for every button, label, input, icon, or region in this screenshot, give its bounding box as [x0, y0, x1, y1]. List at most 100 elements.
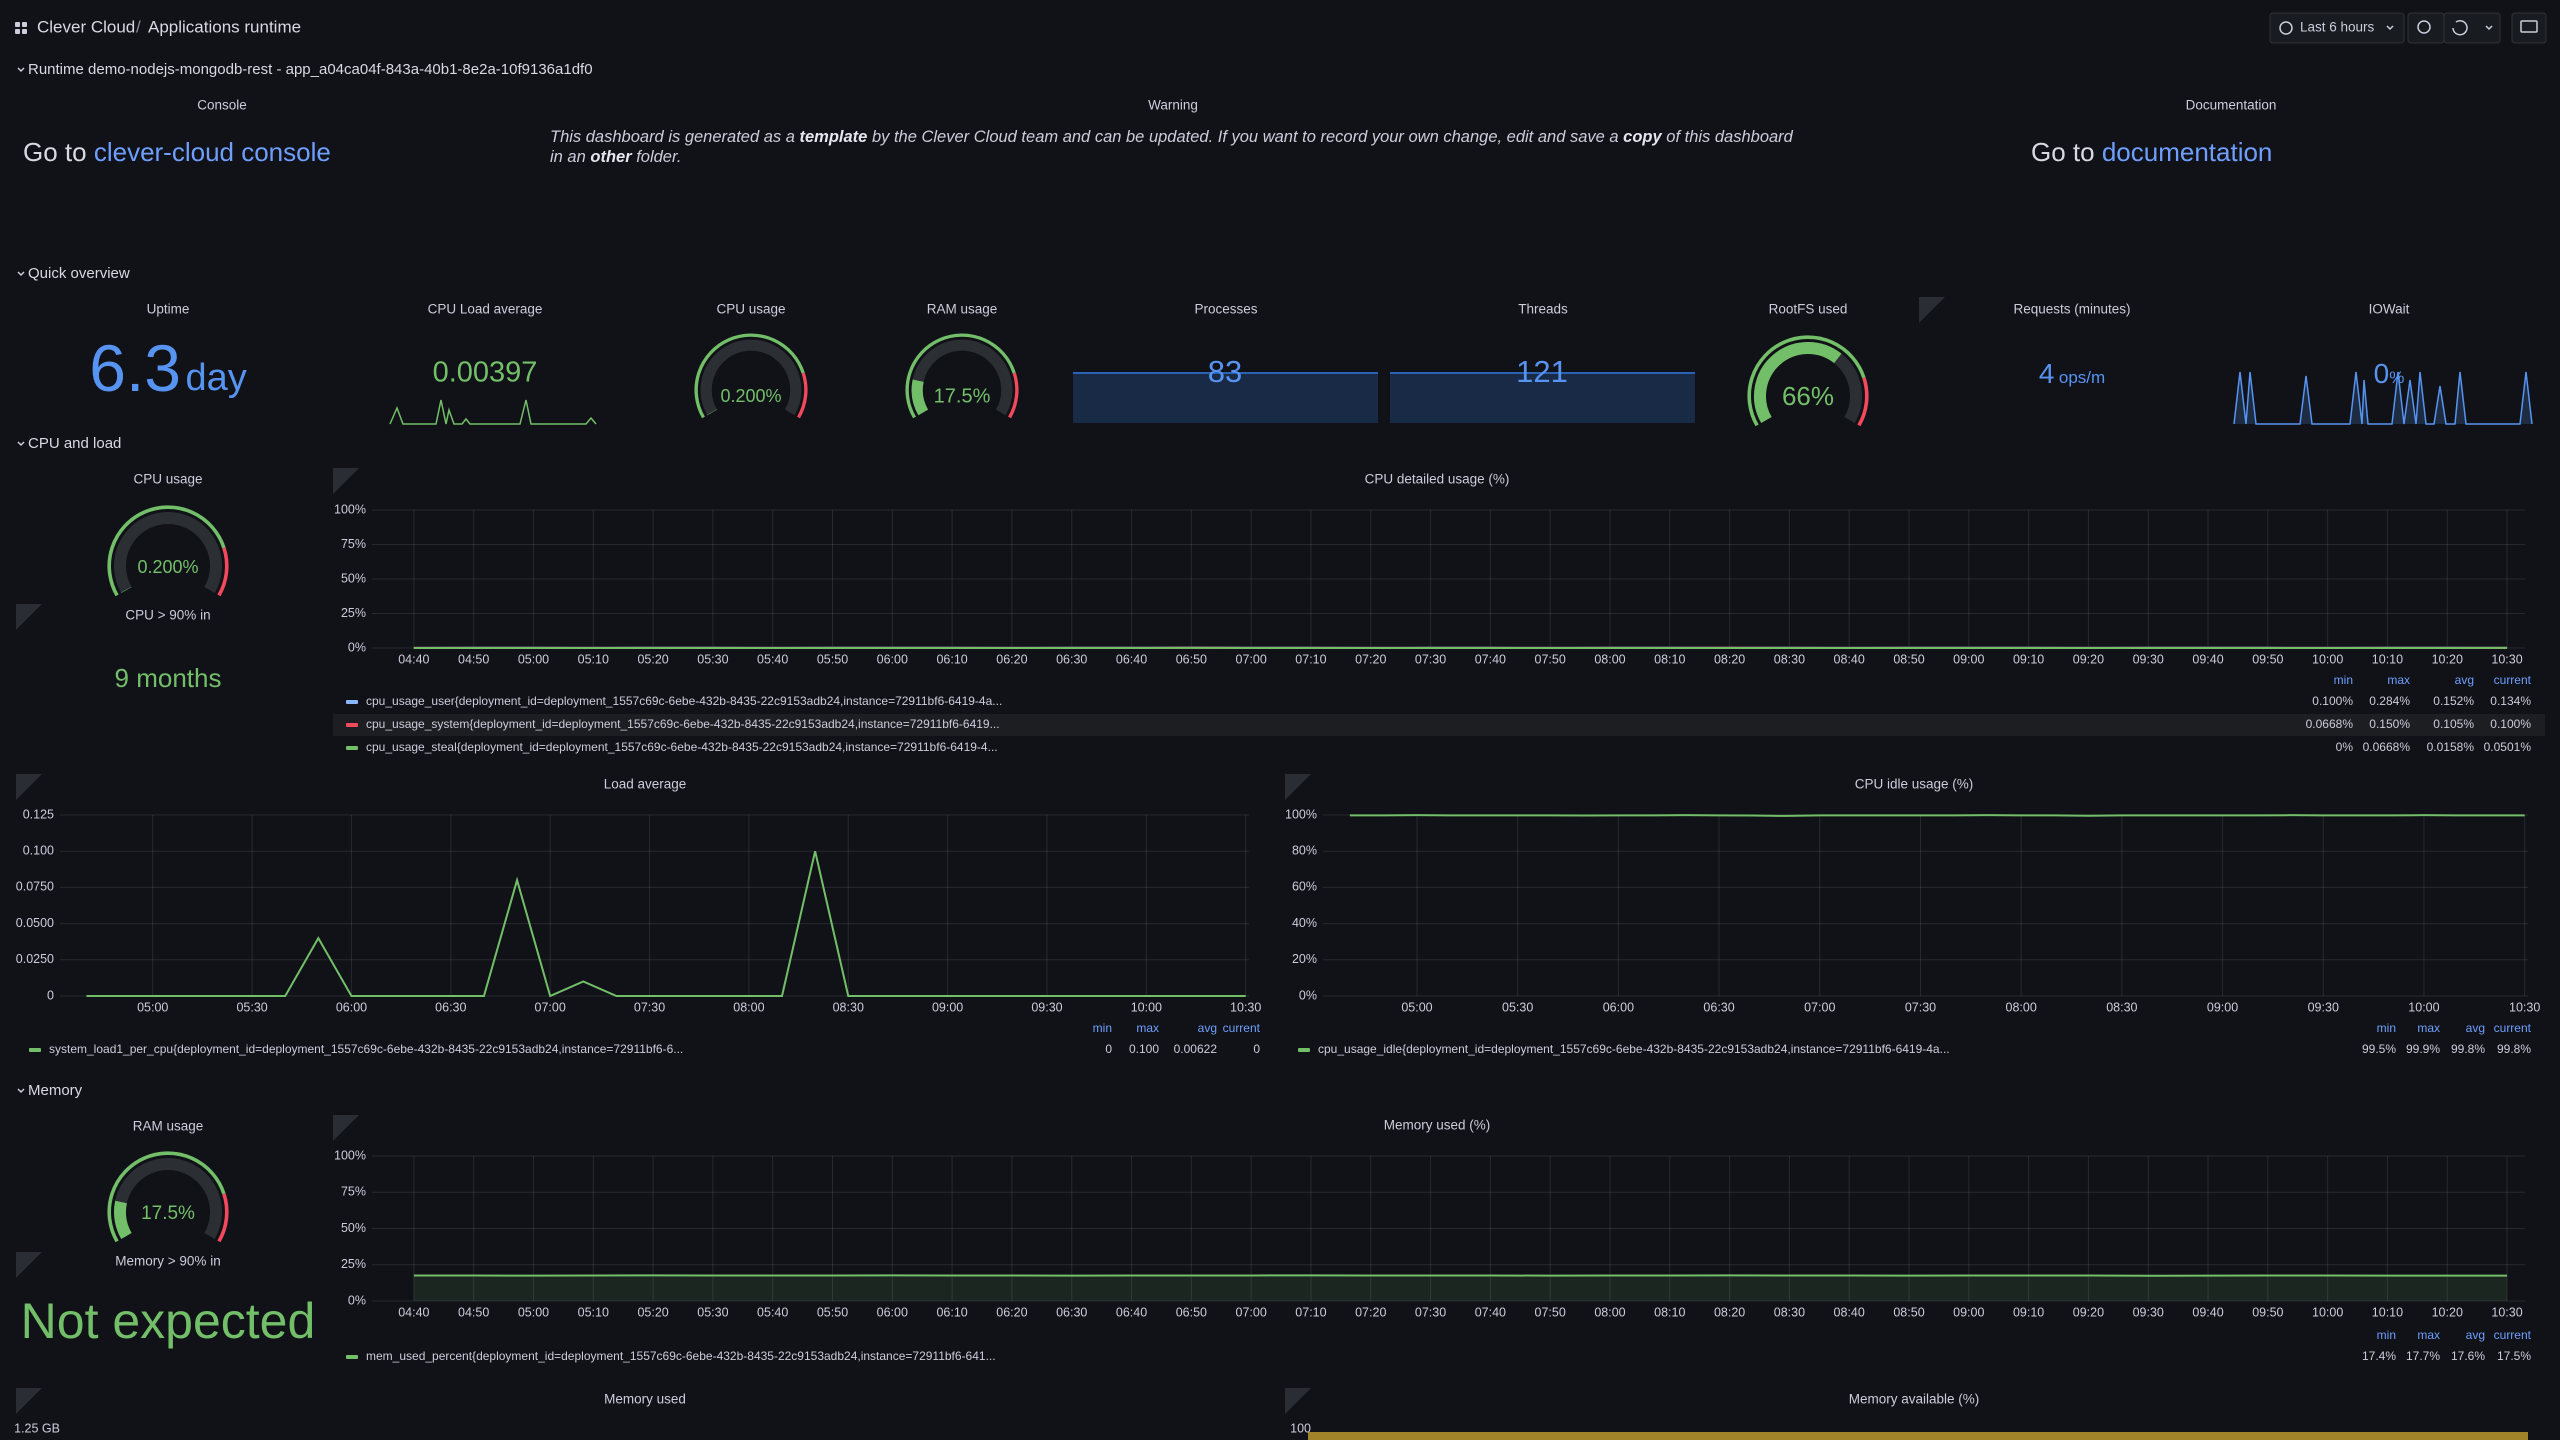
panel-title: CPU idle usage (%): [1855, 777, 1974, 792]
x-tick-label: 10:30: [2491, 1305, 2522, 1319]
link[interactable]: clever-cloud console: [94, 137, 331, 167]
stat-area: [1073, 372, 1378, 423]
zoom-out-button[interactable]: [2407, 12, 2445, 44]
x-tick-label: 10:10: [2372, 652, 2403, 666]
legend-stat: 0.0501%: [2484, 740, 2532, 754]
x-tick-label: 09:00: [932, 1000, 963, 1014]
x-tick-label: 04:50: [458, 1305, 489, 1319]
x-tick-label: 07:30: [1415, 652, 1446, 666]
stat-title: Processes: [1194, 302, 1257, 317]
x-tick-label: 08:30: [1774, 1305, 1805, 1319]
tv-mode-button[interactable]: [2511, 12, 2547, 44]
legend-column-header[interactable]: avg: [2455, 673, 2474, 687]
time-picker[interactable]: [2269, 12, 2405, 44]
legend-column-header[interactable]: avg: [2466, 1328, 2485, 1342]
panel-title: Memory available (%): [1849, 1392, 1980, 1407]
legend-column-header[interactable]: max: [2387, 673, 2410, 687]
stat-title: Uptime: [147, 302, 190, 317]
legend-label[interactable]: cpu_usage_user{deployment_id=deployment_…: [366, 694, 1002, 708]
x-tick-label: 05:40: [757, 652, 788, 666]
link-prefix: Go to: [2031, 137, 2095, 167]
gauge-threshold: [217, 1193, 229, 1243]
legend-label[interactable]: cpu_usage_idle{deployment_id=deployment_…: [1318, 1042, 1950, 1056]
x-tick-label: 08:00: [1594, 652, 1625, 666]
x-tick-label: 05:30: [697, 1305, 728, 1319]
x-tick-label: 06:20: [996, 1305, 1027, 1319]
y-tick-label: 0.0250: [16, 952, 54, 966]
dashboard-title: Applications runtime: [148, 17, 301, 36]
legend-label[interactable]: cpu_usage_system{deployment_id=deploymen…: [366, 717, 1000, 731]
time-range[interactable]: Last 6 hours: [2300, 20, 2375, 35]
warning-emphasis: template: [799, 128, 868, 146]
x-tick-label: 05:20: [637, 1305, 668, 1319]
stat-value: 0.00397: [433, 357, 538, 389]
stat-number: 0: [2374, 358, 2390, 389]
x-tick-label: 09:20: [2073, 1305, 2104, 1319]
org-name[interactable]: Clever Cloud: [37, 17, 135, 36]
gauge-threshold: [1008, 372, 1019, 419]
stat-title: RAM usage: [927, 302, 998, 317]
x-tick-label: 10:00: [2408, 1000, 2439, 1014]
y-tick-label: 25%: [341, 606, 366, 620]
x-tick-label: 04:40: [398, 1305, 429, 1319]
apps-icon[interactable]: [15, 22, 27, 34]
stat-title: Requests (minutes): [2013, 302, 2130, 317]
x-tick-label: 07:30: [1905, 1000, 1936, 1014]
x-tick-label: 09:40: [2192, 652, 2223, 666]
panel-title: Documentation: [2186, 98, 2277, 113]
legend-column-header[interactable]: min: [2377, 1021, 2396, 1035]
x-tick-label: 06:30: [435, 1000, 466, 1014]
x-tick-label: 09:30: [2133, 652, 2164, 666]
y-tick-label: 60%: [1292, 880, 1317, 894]
legend-column-header[interactable]: current: [2494, 1328, 2532, 1342]
legend-column-header[interactable]: min: [2377, 1328, 2396, 1342]
y-tick-label: 100%: [1285, 807, 1317, 821]
legend-column-header[interactable]: current: [1223, 1021, 1261, 1035]
x-tick-label: 08:20: [1714, 1305, 1745, 1319]
stat-value: 0%: [2374, 358, 2405, 389]
legend-column-header[interactable]: avg: [1198, 1021, 1217, 1035]
legend-label[interactable]: mem_used_percent{deployment_id=deploymen…: [366, 1349, 996, 1363]
y-tick-label: 0.125: [23, 807, 54, 821]
zoom-icon: [2417, 20, 2431, 34]
series-line: [86, 850, 1246, 998]
legend-column-header[interactable]: max: [2417, 1328, 2440, 1342]
x-tick-label: 07:00: [1804, 1000, 1835, 1014]
row-title[interactable]: Runtime demo-nodejs-mongodb-rest - app_a…: [28, 61, 593, 78]
memory-available-area: [1308, 1432, 2528, 1440]
stat-title: IOWait: [2369, 302, 2410, 317]
panel-title: Memory > 90% in: [115, 1254, 220, 1269]
time-picker-caret: [2386, 25, 2394, 31]
stat-title: CPU Load average: [428, 302, 543, 317]
x-tick-label: 10:30: [2509, 1000, 2540, 1014]
legend-stat: 17.5%: [2497, 1349, 2531, 1363]
legend-column-header[interactable]: max: [2417, 1021, 2440, 1035]
x-tick-label: 05:20: [637, 652, 668, 666]
legend-label[interactable]: system_load1_per_cpu{deployment_id=deplo…: [49, 1042, 683, 1056]
x-tick-label: 06:00: [1603, 1000, 1634, 1014]
legend-column-header[interactable]: min: [1093, 1021, 1112, 1035]
row-title[interactable]: CPU and load: [28, 435, 121, 452]
x-tick-label: 08:20: [1714, 652, 1745, 666]
refresh-button[interactable]: [2443, 12, 2501, 44]
stat-value: 83: [1208, 354, 1242, 389]
panel-title: CPU > 90% in: [125, 608, 210, 623]
x-tick-label: 07:30: [634, 1000, 665, 1014]
legend-label[interactable]: cpu_usage_steal{deployment_id=deployment…: [366, 740, 998, 754]
warning-text: This dashboard is generated as a templat…: [550, 127, 1795, 167]
legend-column-header[interactable]: current: [2494, 1021, 2532, 1035]
legend-column-header[interactable]: avg: [2466, 1021, 2485, 1035]
x-tick-label: 08:40: [1834, 652, 1865, 666]
row-title[interactable]: Quick overview: [28, 265, 130, 282]
legend-column-header[interactable]: current: [2494, 673, 2532, 687]
legend-swatch: [29, 1048, 41, 1052]
link[interactable]: documentation: [2102, 137, 2273, 167]
clock-icon: [2279, 21, 2293, 35]
legend-column-header[interactable]: max: [1136, 1021, 1159, 1035]
row-title[interactable]: Memory: [28, 1082, 83, 1099]
warning-fragment: folder.: [631, 148, 682, 166]
legend-column-header[interactable]: min: [2334, 673, 2353, 687]
load-sparkline: [389, 399, 597, 425]
gauge-threshold-base: [1747, 335, 1866, 427]
